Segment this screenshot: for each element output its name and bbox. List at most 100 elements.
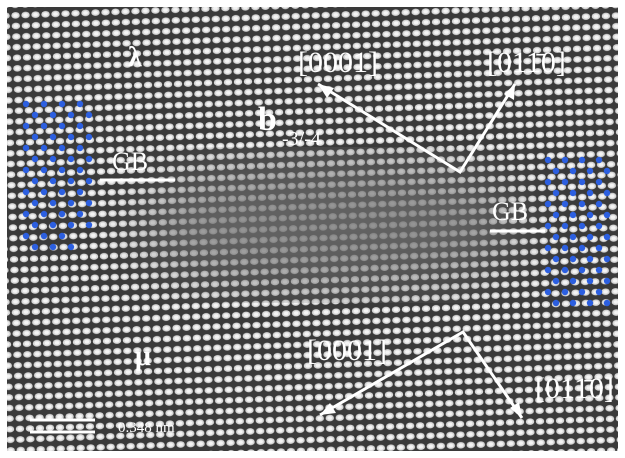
atom-dot (570, 278, 576, 284)
atom-dot (553, 190, 559, 196)
atom-dot (59, 167, 65, 173)
atom-dot (86, 134, 92, 140)
atom-dot (68, 200, 74, 206)
direction-label: [0001] (298, 46, 378, 79)
page: λ μ GB GB b -3/-4 [0001] [011̄0] [0001] … (0, 0, 625, 458)
atom-dot (23, 145, 29, 151)
atom-dot (545, 289, 551, 295)
scale-bar-label: 0.348 nm (118, 420, 175, 436)
atom-dot (553, 300, 559, 306)
atom-dot (23, 123, 29, 129)
atom-dot (579, 179, 585, 185)
atom-dot (23, 233, 29, 239)
atom-dot (86, 178, 92, 184)
atom-dot (77, 189, 83, 195)
atom-dot (23, 101, 29, 107)
atom-dot (41, 123, 47, 129)
atom-dot (68, 134, 74, 140)
micrograph: λ μ GB GB b -3/-4 [0001] [011̄0] [0001] … (0, 0, 625, 458)
atom-dot (68, 222, 74, 228)
atom-dot (579, 201, 585, 207)
atom-dot (41, 101, 47, 107)
atom-dot (562, 223, 568, 229)
atom-dot (587, 300, 593, 306)
atom-dot (596, 223, 602, 229)
atom-dot (77, 211, 83, 217)
atom-dot (68, 112, 74, 118)
atom-dot (77, 145, 83, 151)
atom-dot (604, 190, 610, 196)
atom-dot (545, 201, 551, 207)
atom-dot (587, 212, 593, 218)
atom-dot (604, 300, 610, 306)
atom-dot (23, 189, 29, 195)
atom-dot (545, 245, 551, 251)
atom-dot (587, 278, 593, 284)
atom-dot (32, 244, 38, 250)
atom-dot (562, 267, 568, 273)
atom-dot (587, 190, 593, 196)
atom-dot (77, 167, 83, 173)
atom-dot (59, 233, 65, 239)
atom-dot (570, 256, 576, 262)
atom-dot (23, 167, 29, 173)
atom-dot (41, 145, 47, 151)
atom-dot (579, 223, 585, 229)
atom-dot (86, 156, 92, 162)
atom-dot (562, 245, 568, 251)
atom-dot (32, 200, 38, 206)
atom-dot (604, 256, 610, 262)
atom-dot (32, 112, 38, 118)
atom-dot (579, 289, 585, 295)
atom-dot (86, 112, 92, 118)
atom-dot (596, 179, 602, 185)
atom-dot (545, 267, 551, 273)
atom-dot (604, 234, 610, 240)
atom-dot (587, 168, 593, 174)
atom-dot (86, 222, 92, 228)
phase-label: λ (128, 42, 142, 73)
atom-dot (32, 178, 38, 184)
atom-dot (579, 245, 585, 251)
atom-dot (50, 200, 56, 206)
atom-dot (570, 300, 576, 306)
atom-dot (579, 267, 585, 273)
atom-dot (604, 278, 610, 284)
atom-dot (579, 157, 585, 163)
gb-label: GB (492, 197, 528, 226)
atom-dot (59, 145, 65, 151)
atom-dot (50, 244, 56, 250)
atom-dot (570, 212, 576, 218)
atom-dot (596, 245, 602, 251)
atom-dot (570, 168, 576, 174)
atom-dot (553, 256, 559, 262)
atom-dot (596, 267, 602, 273)
atom-dot (570, 190, 576, 196)
atom-dot (32, 134, 38, 140)
atom-dot (587, 234, 593, 240)
atom-dot (562, 179, 568, 185)
atom-dot (32, 222, 38, 228)
atom-dot (553, 278, 559, 284)
atom-dot (553, 234, 559, 240)
atom-dot (23, 211, 29, 217)
atom-dot (41, 167, 47, 173)
atom-dot (59, 189, 65, 195)
atom-dot (596, 289, 602, 295)
direction-label: [011̄0] (535, 372, 614, 405)
atom-dot (59, 101, 65, 107)
direction-label: [011̄0] (487, 46, 566, 79)
direction-label: [0001] (307, 334, 387, 367)
atom-dot (59, 123, 65, 129)
atom-dot (562, 289, 568, 295)
atom-dot (562, 157, 568, 163)
atom-dot (68, 178, 74, 184)
atom-dot (50, 112, 56, 118)
atom-dot (553, 212, 559, 218)
atom-dot (596, 157, 602, 163)
atom-dot (50, 134, 56, 140)
atom-dot (59, 211, 65, 217)
atom-dot (596, 201, 602, 207)
atom-dot (545, 157, 551, 163)
atom-dot (545, 223, 551, 229)
